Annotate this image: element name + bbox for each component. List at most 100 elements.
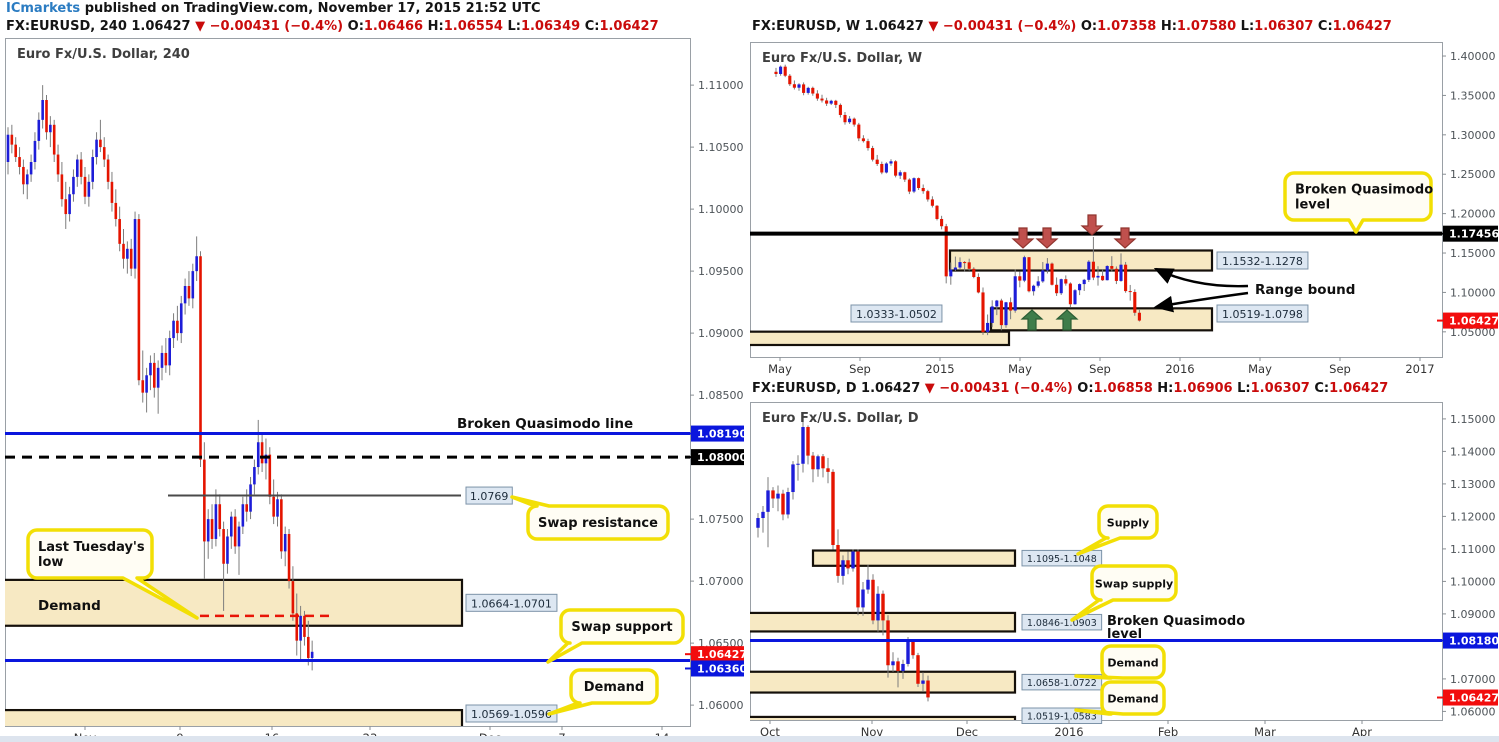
close-value: 1.06427 [599, 19, 659, 34]
open-label: O: [1077, 381, 1094, 396]
candle [237, 521, 241, 575]
candle [791, 461, 795, 500]
high-value: 1.06906 [1173, 381, 1233, 396]
candle [56, 144, 60, 182]
price-tag: 1.0519-1.0798 [1216, 304, 1309, 323]
candle [99, 119, 102, 153]
candle [921, 672, 925, 692]
candle [29, 154, 33, 182]
candle [6, 127, 10, 175]
candle [967, 258, 971, 271]
symbol-label[interactable]: FX:EURUSD, D [752, 381, 857, 396]
callout-text: Demand [1107, 693, 1158, 706]
y-axis-tick: 1.30000 [1450, 129, 1496, 142]
y-axis-tick: 1.35000 [1450, 89, 1496, 102]
svg-text:1.06427: 1.06427 [1449, 692, 1499, 705]
demand-zone[interactable] [5, 708, 464, 742]
candle [1045, 258, 1049, 274]
y-axis-tick: 1.40000 [1450, 50, 1496, 63]
low-value: 1.06307 [1254, 19, 1314, 34]
demand-zone[interactable] [750, 330, 1011, 347]
callout-bubble[interactable]: Swap supply [1070, 564, 1178, 622]
callout-bubble[interactable]: Demand [1074, 644, 1166, 680]
demand-zone[interactable] [750, 670, 1017, 694]
svg-text:1.08000: 1.08000 [697, 451, 745, 464]
candle [79, 152, 83, 185]
svg-text:1.1095-1.1048: 1.1095-1.1048 [1027, 554, 1097, 565]
price-tag: 1.0769 [465, 486, 513, 505]
svg-text:1.0519-1.0583: 1.0519-1.0583 [1027, 712, 1097, 723]
chart-eurusd-daily[interactable]: 1.1095-1.1048 1.0846-1.0903 1.0658-1.0722 1… [750, 402, 1499, 742]
panel-title: Euro Fx/U.S. Dollar, 240 [17, 47, 190, 62]
candle [233, 509, 237, 554]
candle [1068, 282, 1072, 308]
candle [1082, 278, 1086, 292]
low-label: L: [1236, 19, 1255, 34]
candle [981, 287, 985, 335]
y-axis-tick: 1.15000 [1450, 413, 1496, 426]
publisher-name[interactable]: ICmarkets [6, 1, 81, 16]
panel-title: Euro Fx/U.S. Dollar, D [762, 411, 919, 426]
y-axis-tick: 1.15000 [1450, 247, 1496, 260]
candle [168, 330, 171, 376]
candle [45, 95, 48, 140]
candle [958, 257, 962, 269]
candle [303, 610, 306, 646]
symbol-label[interactable]: FX:EURUSD, W [752, 19, 861, 34]
candle [881, 590, 885, 636]
candle [218, 494, 222, 537]
candle [796, 455, 800, 481]
price-tag: 1.1532-1.1278 [1216, 251, 1309, 270]
candle [110, 171, 114, 212]
chart-eurusd-weekly[interactable]: 1.1532-1.1278 1.0519-1.0798 1.0333-1.0502 R… [750, 42, 1499, 378]
callout-bubble[interactable]: Demand [1074, 680, 1166, 716]
candle [884, 162, 888, 174]
supply-zone[interactable] [811, 549, 1017, 567]
demand-zone[interactable] [5, 578, 464, 627]
candle [841, 555, 845, 585]
x-axis-tick: Oct [760, 725, 780, 739]
callout-text: Demand [584, 680, 645, 695]
candle [821, 454, 825, 478]
supply-zone[interactable] [948, 249, 1214, 272]
candles-layer [6, 85, 314, 671]
y-axis-tick: 1.07500 [698, 513, 744, 526]
candle [815, 90, 819, 101]
candle [226, 529, 229, 574]
annotation-text: level [1107, 627, 1142, 642]
candle [210, 504, 214, 549]
x-axis-tick: Apr [1352, 725, 1372, 739]
price-badge: 1.08190 [685, 425, 745, 442]
candle [276, 491, 279, 527]
candle [1013, 269, 1017, 313]
chart-eurusd-240[interactable]: 1.0769 1.0664-1.0701 1.0569-1.0596 Broken Q… [5, 38, 745, 742]
candle [280, 494, 283, 559]
y-axis-tick: 1.07000 [698, 575, 744, 588]
svg-text:1.0519-1.0798: 1.0519-1.0798 [1222, 308, 1303, 321]
candle [774, 67, 778, 77]
callout-bubble[interactable]: Swap resistance [510, 495, 670, 541]
candle [206, 509, 210, 559]
callout-text: Broken Quasimodo [1295, 183, 1433, 198]
candles-layer [756, 420, 930, 702]
open-label: O: [1080, 19, 1098, 34]
price-badge: 1.06427 [1437, 312, 1499, 329]
candle [940, 215, 944, 230]
candle [786, 487, 790, 519]
callout-bubble[interactable]: Supply [1076, 504, 1159, 556]
candle [64, 181, 68, 229]
candle [95, 132, 98, 165]
demand-zone[interactable] [750, 715, 1017, 738]
callout-bubble[interactable]: Demand [547, 668, 659, 716]
symbol-label[interactable]: FX:EURUSD, 240 [6, 19, 127, 34]
candle [949, 262, 953, 285]
y-axis-tick: 1.10000 [1450, 575, 1496, 588]
candle [272, 479, 275, 525]
candle [866, 564, 870, 594]
candle [797, 83, 801, 91]
candle [10, 124, 14, 154]
candle [921, 184, 925, 194]
callout-bubble[interactable]: Swap support [546, 608, 685, 664]
